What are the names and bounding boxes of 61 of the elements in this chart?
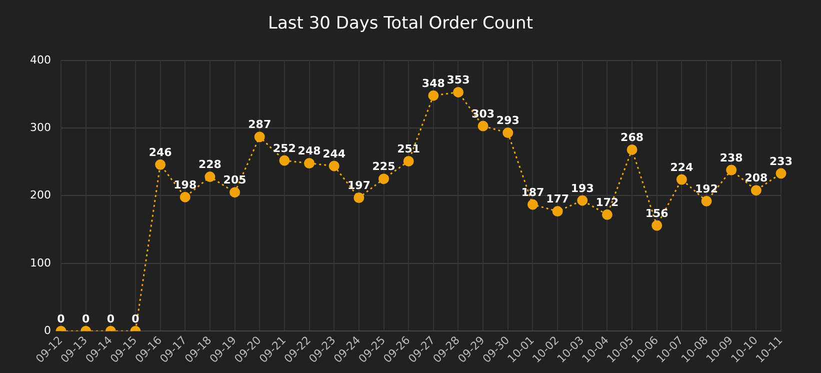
data-label: 268 xyxy=(620,131,644,144)
point xyxy=(478,120,488,132)
y-tick-label: 200 xyxy=(30,188,51,202)
data-label: 197 xyxy=(347,179,370,192)
data-label: 293 xyxy=(496,114,520,128)
data-label: 244 xyxy=(322,147,346,160)
data-label: 205 xyxy=(223,174,246,187)
point xyxy=(577,195,588,206)
point xyxy=(776,168,786,179)
y-tick-label: 300 xyxy=(30,120,51,134)
data-label: 251 xyxy=(397,142,420,156)
data-label: 228 xyxy=(198,158,222,172)
data-label: 225 xyxy=(372,160,396,174)
chart-title: Last 30 Days Total Order Count xyxy=(268,14,534,34)
point xyxy=(354,192,364,204)
point xyxy=(452,86,464,98)
data-label: 233 xyxy=(770,154,792,168)
data-label: 0 xyxy=(82,312,90,326)
point xyxy=(204,172,216,182)
data-label: 187 xyxy=(521,186,544,199)
y-tick-label: 0 xyxy=(44,324,51,337)
data-label: 192 xyxy=(695,182,718,196)
point xyxy=(328,160,340,172)
point xyxy=(254,132,265,142)
data-label: 238 xyxy=(720,151,743,164)
data-label: 0 xyxy=(106,312,115,326)
point xyxy=(378,174,390,184)
point xyxy=(626,144,638,155)
data-label: 246 xyxy=(148,146,172,159)
point xyxy=(403,156,414,166)
data-label: 0 xyxy=(57,312,66,326)
point xyxy=(701,196,712,206)
point xyxy=(230,187,240,198)
data-label: 198 xyxy=(174,178,197,192)
point xyxy=(180,192,190,202)
point xyxy=(602,209,612,220)
point xyxy=(304,158,315,169)
y-tick-label: 400 xyxy=(30,53,51,66)
point xyxy=(155,159,166,170)
data-label: 252 xyxy=(272,142,296,155)
point xyxy=(676,174,687,185)
point xyxy=(279,155,290,166)
point xyxy=(428,90,439,101)
point xyxy=(652,220,662,231)
data-label: 193 xyxy=(570,182,594,195)
data-label: 248 xyxy=(298,144,321,158)
data-label: 303 xyxy=(472,107,495,120)
data-label: 353 xyxy=(446,74,470,87)
point xyxy=(726,164,737,176)
data-label: 287 xyxy=(248,118,272,132)
point xyxy=(527,199,538,210)
data-label: 348 xyxy=(422,76,445,90)
data-label: 208 xyxy=(744,172,768,185)
point xyxy=(750,185,762,196)
data-label: 224 xyxy=(670,160,694,174)
point xyxy=(502,128,514,138)
y-tick-label: 100 xyxy=(30,256,51,270)
point xyxy=(552,206,563,217)
data-label: 177 xyxy=(546,192,570,206)
data-label: 0 xyxy=(132,312,140,326)
data-label: 172 xyxy=(596,196,619,210)
